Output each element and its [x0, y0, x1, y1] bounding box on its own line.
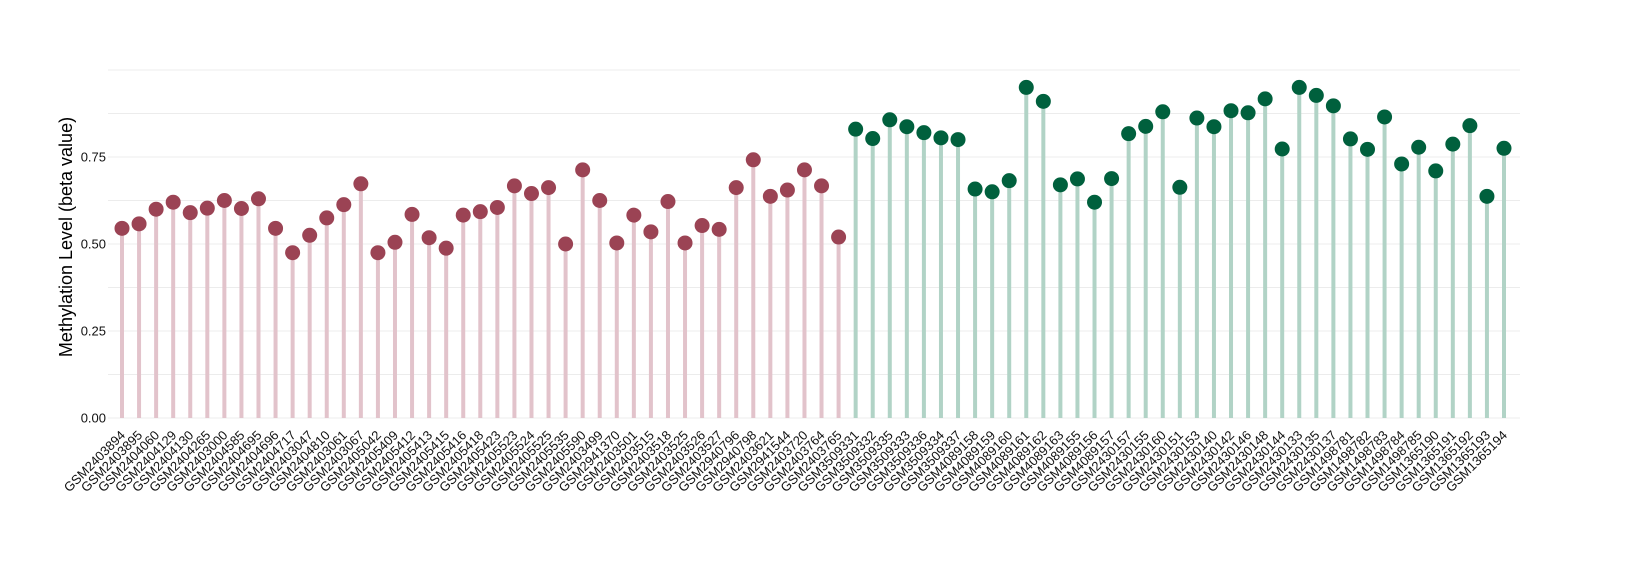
data-point — [796, 162, 812, 178]
y-axis-title: Methylation Level (beta value) — [56, 117, 76, 357]
data-point — [745, 152, 761, 168]
data-point — [1342, 131, 1358, 147]
data-point — [387, 234, 403, 250]
data-point — [1445, 136, 1461, 152]
data-point — [1428, 163, 1444, 179]
data-point — [1087, 194, 1103, 210]
data-point — [1496, 140, 1512, 156]
data-point — [1325, 98, 1341, 114]
data-point — [1257, 91, 1273, 107]
data-point — [268, 220, 284, 236]
data-point — [916, 125, 932, 141]
data-point — [1411, 139, 1427, 155]
data-point — [182, 205, 198, 221]
data-point — [677, 235, 693, 251]
data-point — [1479, 188, 1495, 204]
data-point — [882, 112, 898, 128]
data-point — [592, 193, 608, 208]
grid-lines — [108, 69, 1520, 419]
data-point — [489, 199, 505, 215]
y-tick-label: 0.50 — [81, 237, 106, 252]
stems — [120, 87, 1506, 418]
data-point — [1223, 103, 1239, 119]
data-point — [984, 184, 1000, 200]
data-point — [336, 197, 352, 213]
data-point — [1360, 141, 1376, 157]
data-point — [694, 218, 710, 234]
data-point — [575, 162, 591, 178]
data-point — [626, 207, 642, 223]
data-point — [1035, 93, 1051, 109]
data-point — [711, 221, 727, 237]
data-point — [199, 200, 215, 216]
data-point — [1394, 156, 1410, 172]
data-point — [1172, 179, 1188, 195]
data-point — [250, 191, 266, 207]
data-point — [523, 186, 539, 202]
data-point — [814, 178, 830, 194]
data-point — [779, 182, 795, 198]
data-point — [1377, 109, 1393, 125]
data-point — [131, 216, 147, 232]
data-point — [660, 194, 676, 210]
data-point — [319, 210, 335, 226]
data-point — [1138, 118, 1154, 134]
y-tick-label: 0.75 — [81, 150, 106, 165]
y-tick-label: 0.00 — [81, 411, 106, 426]
data-point — [967, 181, 983, 197]
data-point — [899, 119, 915, 135]
data-point — [1052, 177, 1068, 193]
data-point — [1018, 79, 1034, 95]
data-point — [114, 220, 130, 236]
data-point — [1104, 171, 1120, 187]
data-point — [1462, 118, 1478, 134]
y-axis-ticks: 0.00 0.25 0.50 0.75 — [81, 150, 106, 426]
data-point — [216, 193, 232, 208]
data-point — [1291, 79, 1307, 95]
data-point — [933, 130, 949, 146]
data-point — [1206, 119, 1222, 135]
data-point — [865, 131, 881, 147]
data-point — [1308, 87, 1324, 103]
data-point — [728, 180, 744, 196]
data-point — [438, 240, 454, 256]
data-point — [353, 176, 369, 192]
data-point — [541, 180, 557, 196]
data-point — [506, 178, 522, 194]
points — [114, 79, 1512, 261]
data-point — [421, 230, 437, 246]
data-point — [1274, 141, 1290, 157]
x-axis-ticks: GSM2403894GSM2403895GSM2404060GSM2404129… — [61, 428, 1510, 495]
data-point — [285, 245, 301, 261]
y-tick-label: 0.25 — [81, 324, 106, 339]
data-point — [1155, 104, 1171, 120]
data-point — [233, 201, 249, 217]
data-point — [302, 227, 318, 243]
data-point — [1189, 110, 1205, 126]
data-point — [148, 201, 164, 217]
data-point — [455, 207, 471, 223]
data-point — [609, 235, 625, 251]
data-point — [404, 206, 420, 222]
data-point — [643, 224, 659, 240]
data-point — [165, 194, 181, 210]
data-point — [370, 245, 386, 261]
data-point — [472, 204, 488, 220]
data-point — [1001, 173, 1017, 189]
data-point — [1069, 171, 1085, 187]
data-point — [1240, 105, 1256, 121]
data-point — [848, 121, 864, 137]
data-point — [762, 188, 778, 204]
data-point — [1121, 126, 1137, 142]
data-point — [831, 229, 847, 245]
data-point — [950, 132, 966, 148]
data-point — [558, 236, 574, 252]
